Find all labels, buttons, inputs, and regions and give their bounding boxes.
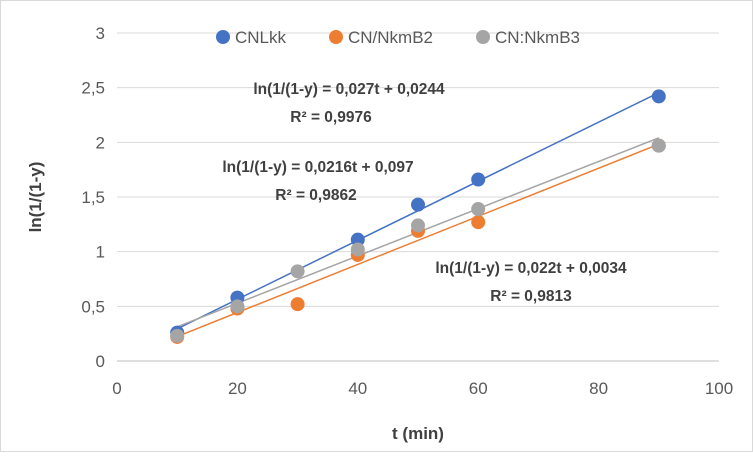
x-tick-label: 20 — [228, 379, 247, 398]
x-tick-label: 40 — [348, 379, 367, 398]
legend-label: CN:NkmB3 — [495, 28, 580, 47]
point-layer — [170, 89, 666, 344]
y-tick-label: 1,5 — [81, 188, 105, 207]
y-tick-label: 0 — [96, 352, 105, 371]
data-point — [350, 242, 365, 257]
y-tick-label: 1 — [96, 243, 105, 262]
axis-layer: 0 0,5 1 1,5 2 2,5 3 0 20 40 60 80 100 — [81, 24, 733, 398]
legend-label: CN/NkmB2 — [348, 28, 433, 47]
y-tick-label: 2 — [96, 133, 105, 152]
data-point — [651, 138, 666, 153]
y-tick-label: 0,5 — [81, 297, 105, 316]
legend-marker — [216, 30, 230, 44]
legend: CNLkk CN/NkmB2 CN:NkmB3 — [216, 28, 580, 47]
label-layer: ln(1/(1-y) = 0,027t + 0,0244 R² = 0,9976 l… — [222, 81, 627, 305]
data-point — [471, 202, 486, 217]
data-point — [651, 89, 666, 104]
data-point — [290, 264, 305, 279]
x-tick-label: 0 — [112, 379, 121, 398]
trendline-equation: ln(1/(1-y) = 0,0216t + 0,097 — [222, 159, 413, 176]
trendline-equation: ln(1/(1-y) = 0,022t + 0,0034 — [435, 260, 627, 277]
x-tick-label: 80 — [589, 379, 608, 398]
data-point — [411, 197, 425, 212]
data-point — [471, 215, 486, 230]
r-squared-label: R² = 0,9813 — [490, 288, 572, 305]
legend-marker — [476, 30, 490, 44]
trendline-layer — [176, 91, 660, 338]
data-point — [411, 218, 425, 233]
trendline — [176, 143, 660, 338]
r-squared-label: R² = 0,9862 — [275, 187, 356, 204]
data-point — [350, 232, 365, 247]
data-point — [170, 328, 185, 343]
trendline-equation: ln(1/(1-y) = 0,027t + 0,0244 — [253, 81, 445, 98]
data-point — [471, 172, 486, 187]
y-axis-title: ln(1/(1-y) — [26, 162, 45, 233]
y-tick-label: 3 — [96, 24, 105, 43]
x-tick-label: 60 — [469, 379, 488, 398]
data-point — [290, 297, 305, 312]
y-tick-label: 2,5 — [81, 79, 105, 98]
data-point — [230, 299, 245, 314]
r-squared-label: R² = 0,9976 — [290, 109, 372, 126]
legend-marker — [329, 30, 343, 44]
x-tick-label: 100 — [705, 379, 733, 398]
legend-label: CNLkk — [235, 28, 287, 47]
x-axis-title: t (min) — [392, 424, 444, 443]
